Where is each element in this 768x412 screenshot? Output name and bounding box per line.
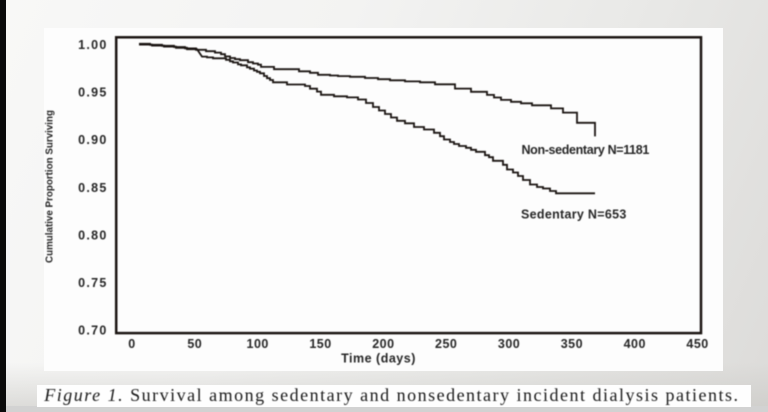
svg-text:Time (days): Time (days) (341, 351, 416, 365)
svg-text:350: 350 (561, 337, 583, 351)
svg-text:0.70: 0.70 (78, 324, 108, 338)
svg-text:100: 100 (247, 337, 269, 351)
svg-text:400: 400 (624, 337, 646, 351)
svg-text:300: 300 (498, 337, 520, 351)
svg-text:0.95: 0.95 (78, 86, 108, 100)
svg-text:Cumulative Proportion Survivin: Cumulative Proportion Surviving (45, 110, 56, 263)
svg-text:1.00: 1.00 (78, 38, 108, 52)
svg-text:250: 250 (435, 337, 457, 351)
svg-text:0.85: 0.85 (78, 181, 108, 195)
svg-text:0.90: 0.90 (78, 133, 108, 147)
svg-text:200: 200 (372, 337, 394, 351)
svg-text:0.80: 0.80 (78, 228, 108, 242)
svg-text:Non-sedentary N=1181: Non-sedentary N=1181 (522, 143, 650, 157)
svg-text:50: 50 (187, 337, 202, 351)
svg-text:150: 150 (309, 337, 331, 351)
svg-text:0: 0 (128, 337, 135, 351)
svg-text:450: 450 (686, 337, 708, 351)
svg-text:0.75: 0.75 (78, 276, 108, 290)
svg-text:Sedentary N=653: Sedentary N=653 (521, 207, 627, 221)
